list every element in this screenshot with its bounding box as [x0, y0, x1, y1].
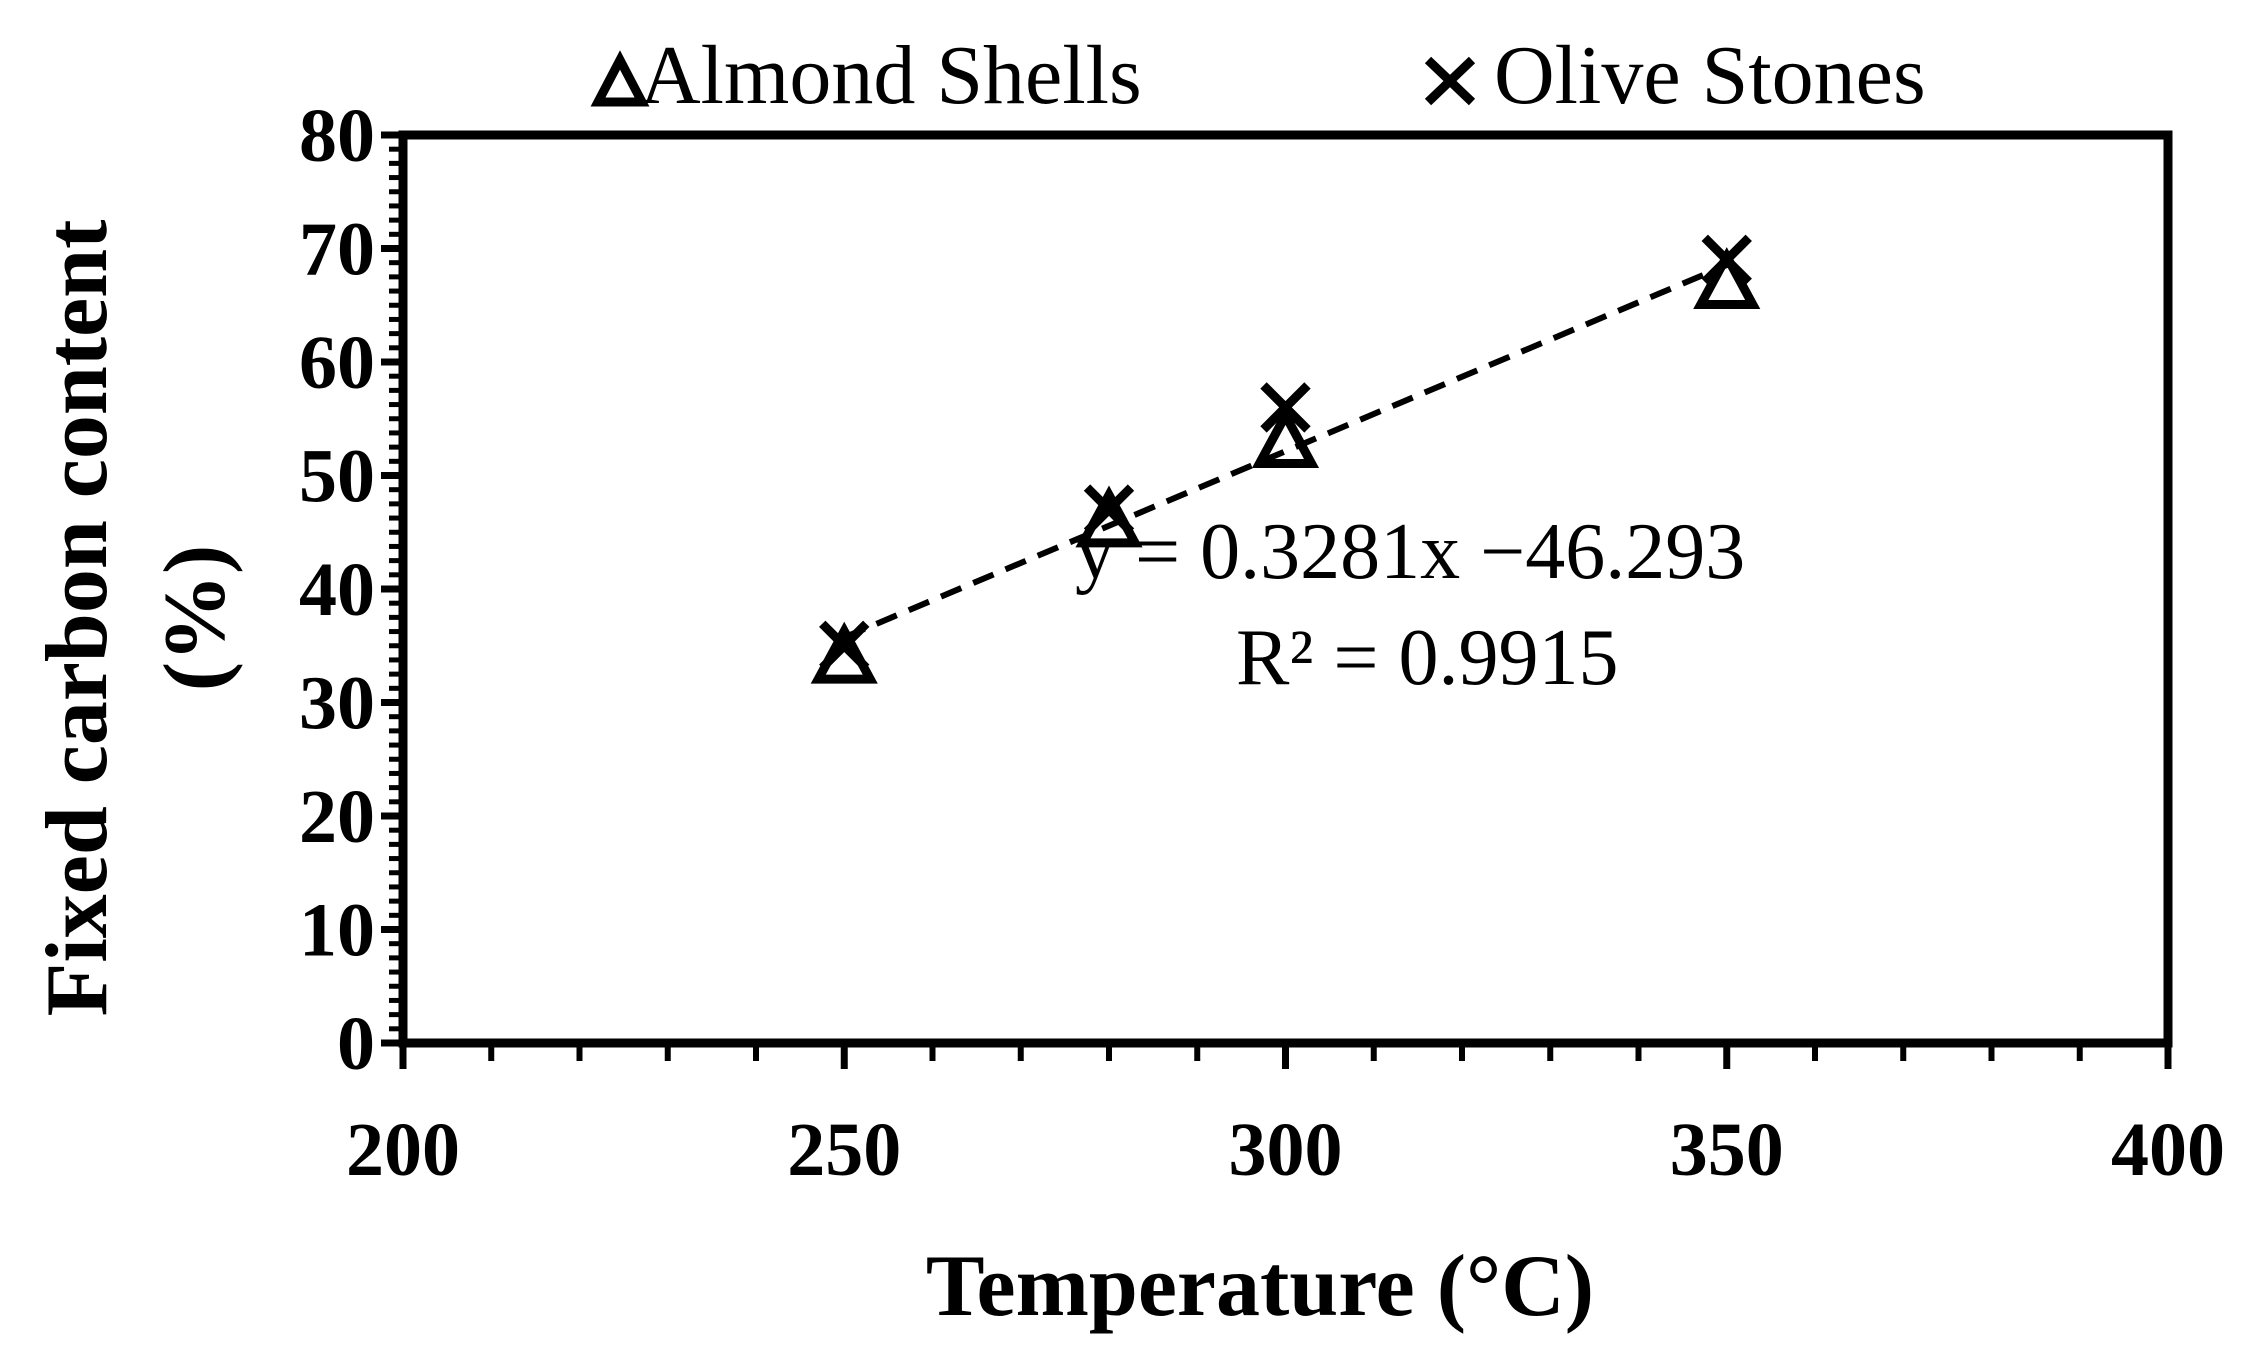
- y-tick-label: 50: [299, 435, 375, 519]
- olive-stones-point: [1083, 484, 1135, 535]
- y-axis-title-line-1: Fixed carbon content: [29, 220, 126, 1017]
- olive-stones-point: [1701, 234, 1752, 286]
- y-tick-label: 40: [299, 548, 375, 632]
- legend-x-marker: [1424, 56, 1476, 106]
- y-tick-label: 20: [299, 775, 375, 859]
- trendline-r-squared: R² = 0.9915: [1236, 614, 1618, 702]
- x-tick-label: 300: [1229, 1108, 1343, 1192]
- olive-stones-point: [1260, 382, 1311, 433]
- y-tick-label: 30: [299, 662, 375, 746]
- y-tick-label: 10: [299, 889, 375, 973]
- almond-shells-point: [1251, 406, 1320, 468]
- x-axis-title: Temperature (°C): [926, 1238, 1594, 1335]
- almond-shells-point: [810, 621, 878, 684]
- x-tick-label: 350: [1670, 1108, 1784, 1192]
- y-tick-label: 80: [299, 94, 375, 178]
- legend-almond-shells: Almond Shells: [640, 29, 1142, 122]
- plot-marks: [810, 234, 1761, 684]
- y-tick-label: 0: [337, 1002, 375, 1086]
- y-tick-label: 70: [299, 208, 375, 292]
- trendline: [843, 262, 1728, 641]
- y-axis-title: Fixed carbon content (%): [29, 220, 244, 1017]
- x-tick-label: 200: [346, 1108, 460, 1192]
- almond-shells-point: [1693, 247, 1761, 310]
- legend: Almond Shells Olive Stones: [590, 29, 1926, 122]
- legend-triangle-marker: [590, 50, 650, 107]
- axes: 0 10 20 30 40 50 60 70 80 200 250 300 350 400: [299, 94, 2225, 1192]
- y-axis-title-line-2: (%): [147, 545, 244, 692]
- olive-stones-point: [819, 620, 870, 671]
- trendline-equation: y = 0.3281x −46.293: [1075, 508, 1745, 596]
- x-tick-label: 250: [787, 1108, 901, 1192]
- x-tick-label: 400: [2111, 1108, 2225, 1192]
- legend-olive-stones: Olive Stones: [1494, 29, 1926, 122]
- y-tick-label: 60: [299, 321, 375, 405]
